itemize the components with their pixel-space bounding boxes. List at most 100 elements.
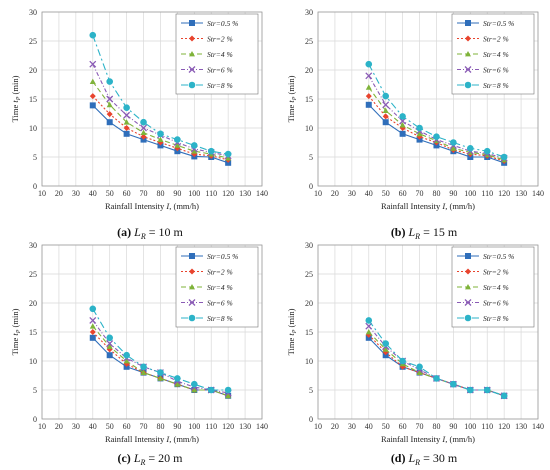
data-point [207,147,215,155]
x-tick-label: 130 [239,422,251,431]
data-point [140,369,147,375]
x-tick-label: 130 [239,189,251,198]
data-point [450,145,457,151]
x-tick-label: 100 [188,189,200,198]
x-tick-label: 10 [314,189,322,198]
x-axis-label: Rainfall Intensity I, (mm/h) [105,434,199,444]
data-point [416,369,423,375]
data-point [483,386,491,394]
legend-marker [464,299,472,306]
data-point [382,340,389,347]
y-tick-label: 5 [309,386,313,395]
data-point [89,323,96,329]
data-point [382,113,389,120]
plot-frame [41,244,263,420]
data-point [399,130,406,137]
data-point [106,95,114,103]
y-tick-label: 10 [29,357,37,366]
x-tick-label: 140 [256,422,268,431]
x-tick-label: 100 [464,189,476,198]
legend-label: Str=2 % [207,35,233,44]
y-tick-label: 0 [33,182,37,191]
data-point [106,352,113,359]
legend-marker [465,268,471,275]
x-axis-label: Rainfall Intensity I, (mm/h) [381,201,475,211]
data-point [416,130,423,137]
y-axis-label: Time tP (min) [10,308,22,355]
x-tick-label: 60 [123,189,131,198]
data-point [174,375,181,382]
series-line [368,95,505,162]
data-point [224,150,232,158]
y-tick-label: 5 [33,153,37,162]
legend-marker [465,51,471,57]
data-point [207,386,215,394]
x-tick-label: 20 [331,422,339,431]
data-point [123,125,130,131]
x-tick-label: 120 [498,189,510,198]
panel-caption: (d) LR = 30 m [391,451,458,467]
legend-marker [188,314,196,322]
legend-label: Str=4 % [207,50,233,59]
legend-label: Str=8 % [207,81,233,90]
x-tick-label: 110 [205,422,217,431]
data-point [224,386,232,394]
x-tick-label: 70 [416,422,424,431]
y-tick-label: 20 [29,299,37,308]
series-line [368,325,505,397]
x-tick-label: 40 [89,189,97,198]
y-tick-label: 10 [305,357,313,366]
data-point [89,31,97,39]
data-point [382,346,389,352]
y-tick-label: 30 [29,8,37,17]
data-point [225,392,232,399]
x-tick-label: 100 [464,422,476,431]
data-point [416,363,423,371]
data-point [106,111,113,118]
legend-label: Str=4 % [483,50,509,59]
legend-marker [465,20,471,26]
legend-marker [189,35,195,42]
data-point [365,84,372,90]
legend-label: Str=8 % [483,314,509,323]
x-tick-label: 30 [348,189,356,198]
data-point [106,340,114,348]
legend-label: Str=6 % [207,66,233,75]
data-point [89,93,96,100]
data-point [157,136,164,142]
data-point [467,386,474,394]
data-point [157,130,164,138]
legend-label: Str=8 % [483,81,509,90]
data-point [365,101,372,108]
legend-label: Str=2 % [207,268,233,277]
data-point [106,101,113,108]
legend-marker [189,20,195,26]
data-point [382,119,389,126]
x-tick-label: 60 [399,422,407,431]
data-point [483,147,491,155]
legend-label: Str=8 % [207,314,233,323]
legend-label: Str=0.5 % [483,252,514,261]
x-tick-label: 140 [532,189,544,198]
x-tick-label: 60 [123,422,131,431]
x-tick-label: 20 [55,189,63,198]
y-tick-label: 30 [305,241,313,250]
y-tick-label: 20 [305,299,313,308]
x-tick-label: 70 [416,189,424,198]
x-tick-label: 80 [432,189,440,198]
y-axis-label: Time tP (min) [10,75,22,122]
data-point [123,351,130,359]
data-point [365,93,372,100]
chart-panel-2: 10 20 30 40 50 60 70 80 90 100 110 120 130 140 0 5 10 15 2… [286,8,544,241]
x-tick-label: 60 [399,189,407,198]
x-tick-label: 80 [156,189,164,198]
legend-marker [189,268,195,275]
chart-panel-3: 10 20 30 40 50 60 70 80 90 100 110 120 130 140 0 5 10 15 2… [10,241,268,467]
x-tick-label: 50 [106,189,114,198]
legend-marker [464,81,472,89]
x-tick-label: 120 [498,422,510,431]
x-tick-label: 110 [481,422,493,431]
data-point [89,329,96,335]
plot-frame [317,244,539,420]
legend-label: Str=2 % [483,268,509,277]
